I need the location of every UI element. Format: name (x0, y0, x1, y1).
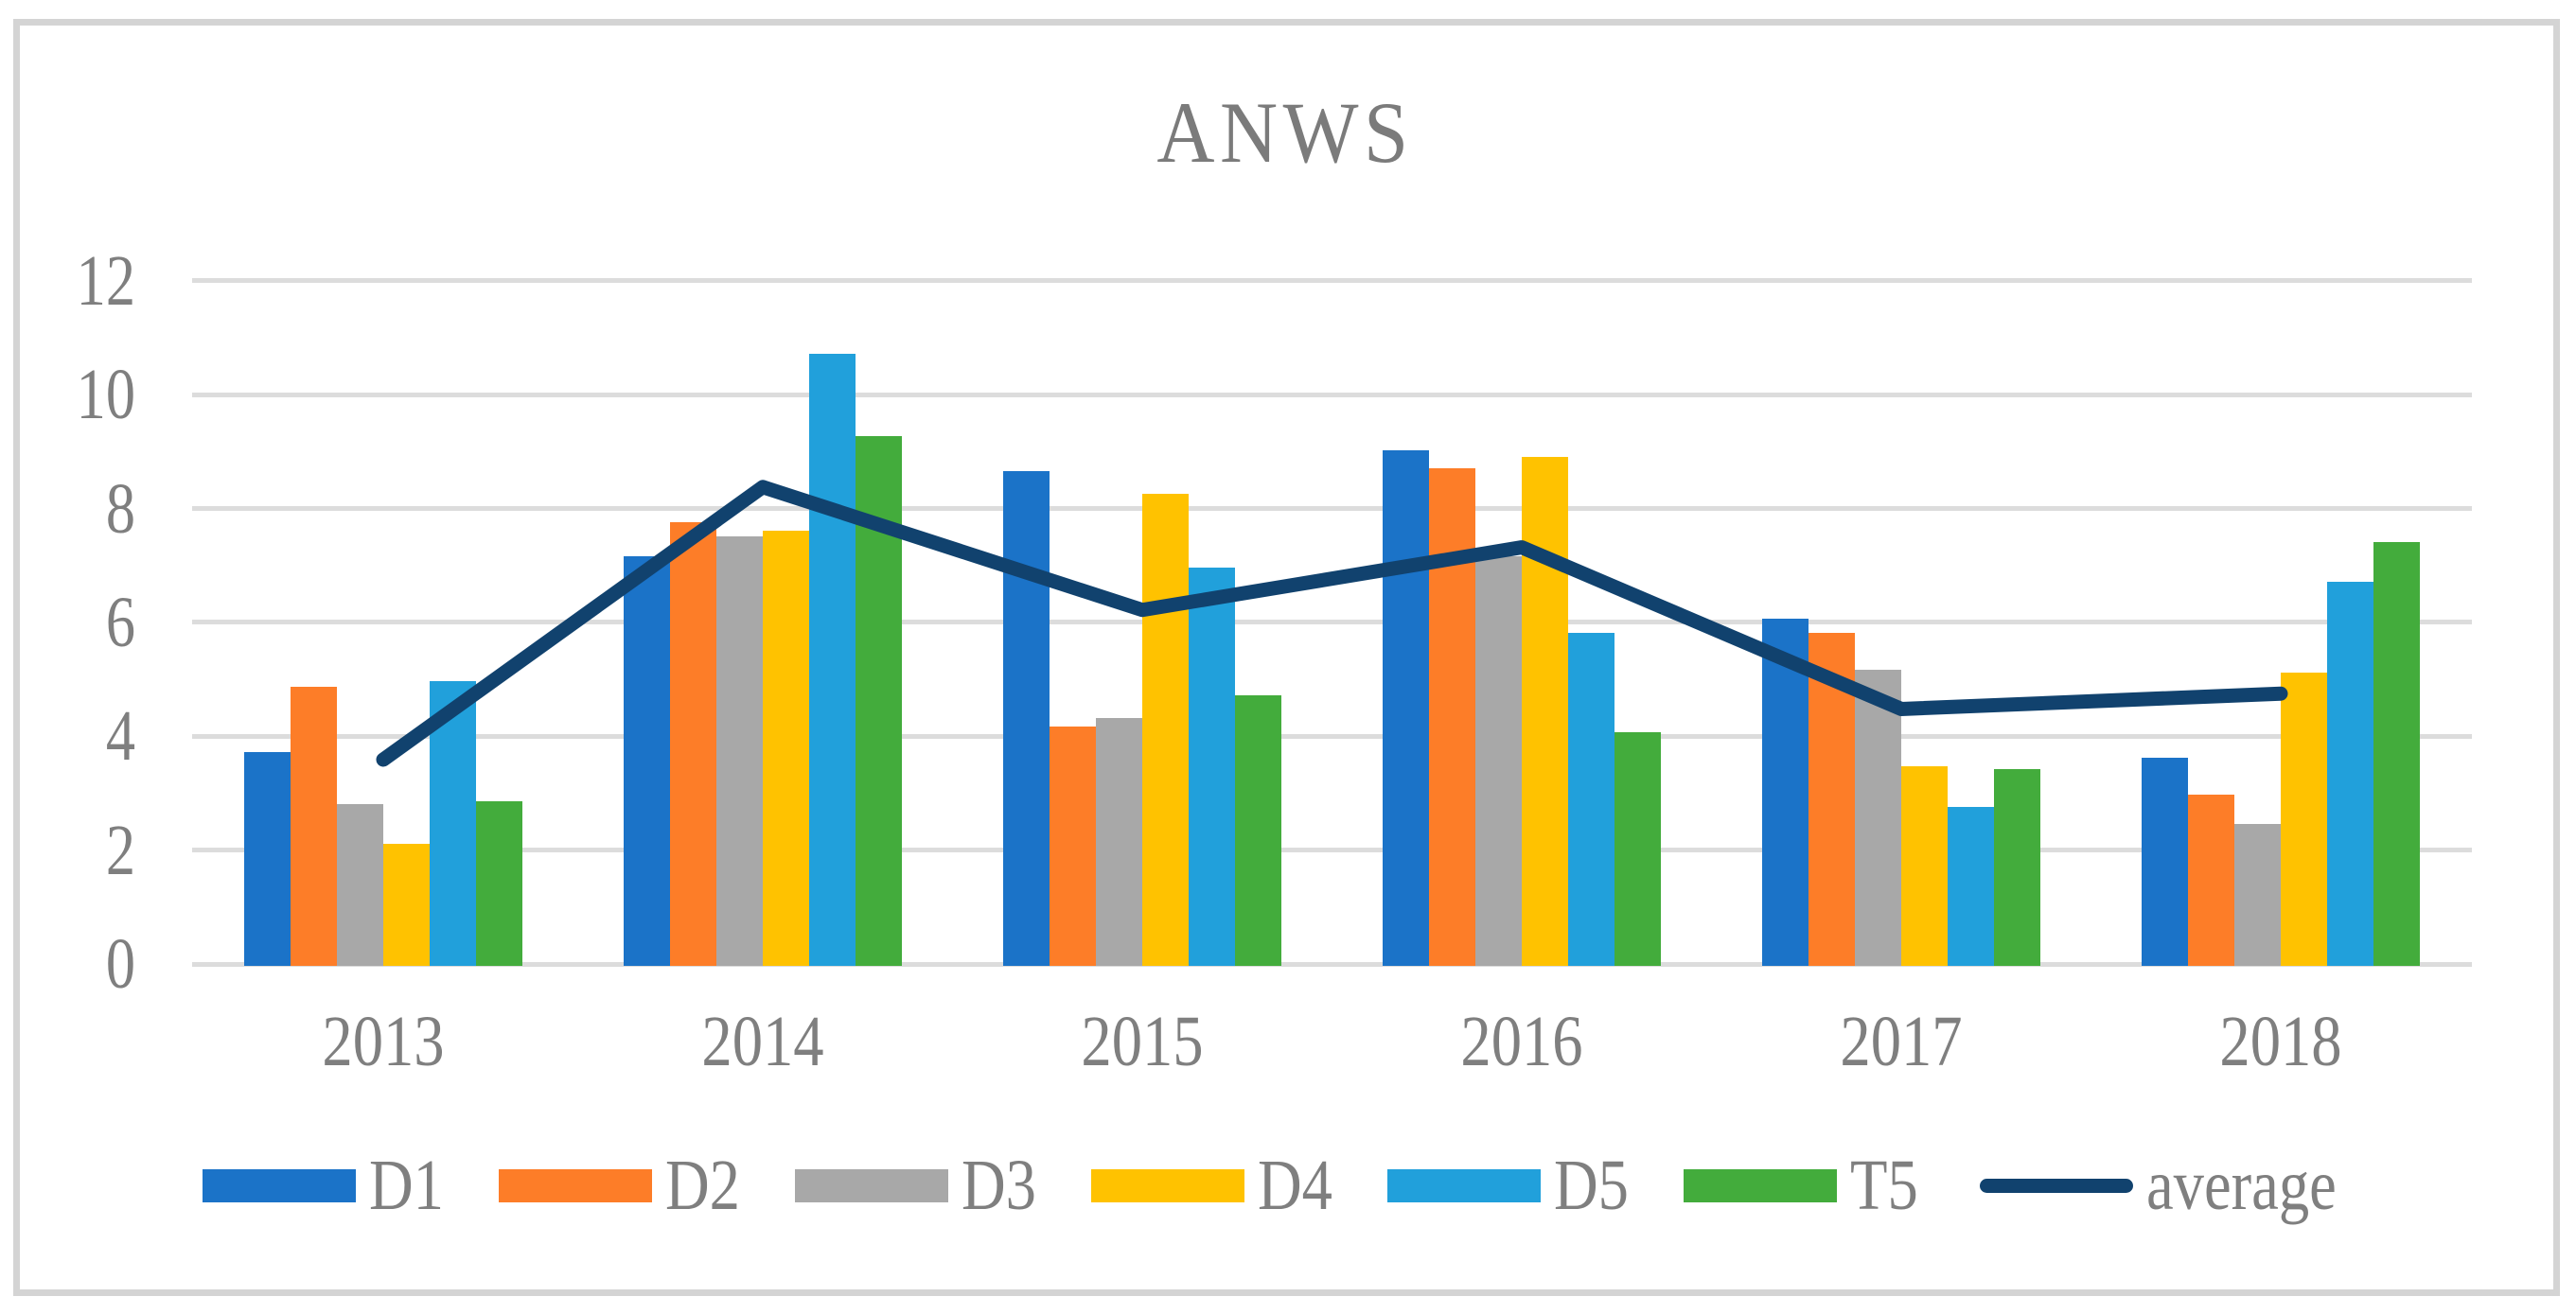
bar-D3-2018 (2234, 823, 2281, 966)
legend-swatch-D1 (203, 1169, 356, 1202)
bar-D4-2013 (383, 843, 430, 966)
y-axis-tick-label: 8 (105, 468, 135, 549)
gridline-y-0 (192, 961, 2472, 967)
bar-D3-2017 (1855, 670, 1901, 966)
bar-T5-2013 (476, 800, 522, 966)
y-axis-tick-label: 0 (105, 924, 135, 1004)
legend-line-swatch-average (1980, 1179, 2133, 1193)
x-axis-tick-label-2016: 2016 (1460, 1002, 1583, 1081)
legend-swatch-T5 (1684, 1169, 1837, 1202)
gridline-y-4 (192, 733, 2472, 739)
legend-label-D2: D2 (665, 1146, 740, 1225)
bar-D2-2015 (1050, 727, 1096, 966)
bar-D1-2014 (624, 555, 670, 966)
chart-title: ANWS (1156, 84, 1414, 181)
y-axis-tick-label: 10 (76, 355, 135, 435)
y-axis-tick-label: 4 (105, 696, 135, 777)
legend-label-T5: T5 (1850, 1146, 1918, 1225)
bar-D2-2013 (291, 687, 337, 966)
bar-D5-2018 (2327, 581, 2373, 966)
bar-D2-2018 (2188, 795, 2234, 966)
bar-D1-2016 (1383, 450, 1429, 966)
legend-swatch-D3 (795, 1169, 948, 1202)
gridline-y-12 (192, 278, 2472, 284)
chart-frame (13, 19, 2560, 1296)
bar-D3-2013 (337, 803, 383, 966)
legend-label-D5: D5 (1554, 1146, 1629, 1225)
y-axis-tick-label: 6 (105, 582, 135, 662)
legend-swatch-D5 (1387, 1169, 1541, 1202)
gridline-y-10 (192, 392, 2472, 397)
x-axis-tick-label-2014: 2014 (701, 1002, 824, 1081)
bar-D5-2013 (430, 681, 476, 966)
bar-T5-2018 (2373, 541, 2420, 966)
bar-D4-2018 (2281, 673, 2327, 966)
bar-D1-2015 (1003, 470, 1050, 966)
x-axis-tick-label-2017: 2017 (1840, 1002, 1963, 1081)
y-axis-tick-label: 12 (76, 240, 135, 321)
legend-label-average: average (2146, 1146, 2337, 1225)
bar-D2-2016 (1429, 467, 1475, 966)
legend-label-D1: D1 (369, 1146, 444, 1225)
bar-D1-2013 (244, 752, 291, 966)
bar-D5-2017 (1948, 806, 1994, 966)
legend-swatch-D2 (499, 1169, 652, 1202)
bar-T5-2016 (1614, 732, 1661, 966)
x-axis-tick-label-2015: 2015 (1081, 1002, 1204, 1081)
bar-T5-2017 (1994, 769, 2040, 966)
gridline-y-6 (192, 620, 2472, 625)
legend-label-D3: D3 (962, 1146, 1036, 1225)
bar-D1-2017 (1762, 618, 1808, 966)
bar-D4-2017 (1901, 766, 1948, 966)
bar-D3-2014 (716, 535, 763, 966)
x-axis-tick-label-2018: 2018 (2219, 1002, 2342, 1081)
bar-D4-2014 (763, 530, 809, 966)
bar-T5-2015 (1235, 695, 1281, 966)
bar-D5-2015 (1189, 567, 1235, 966)
bar-D4-2016 (1522, 456, 1568, 966)
x-axis-tick-label-2013: 2013 (322, 1002, 445, 1081)
gridline-y-2 (192, 848, 2472, 853)
bar-D3-2016 (1475, 555, 1522, 966)
y-axis-tick-label: 2 (105, 810, 135, 890)
legend-swatch-D4 (1091, 1169, 1244, 1202)
bar-D2-2014 (670, 521, 716, 966)
bar-D5-2014 (809, 354, 856, 966)
bar-D3-2015 (1096, 718, 1142, 966)
bar-D1-2018 (2142, 758, 2188, 966)
bar-T5-2014 (856, 436, 902, 966)
bar-D2-2017 (1808, 633, 1855, 966)
bar-D5-2016 (1568, 633, 1614, 966)
bar-D4-2015 (1142, 493, 1189, 966)
legend-label-D4: D4 (1258, 1146, 1332, 1225)
gridline-y-8 (192, 506, 2472, 512)
